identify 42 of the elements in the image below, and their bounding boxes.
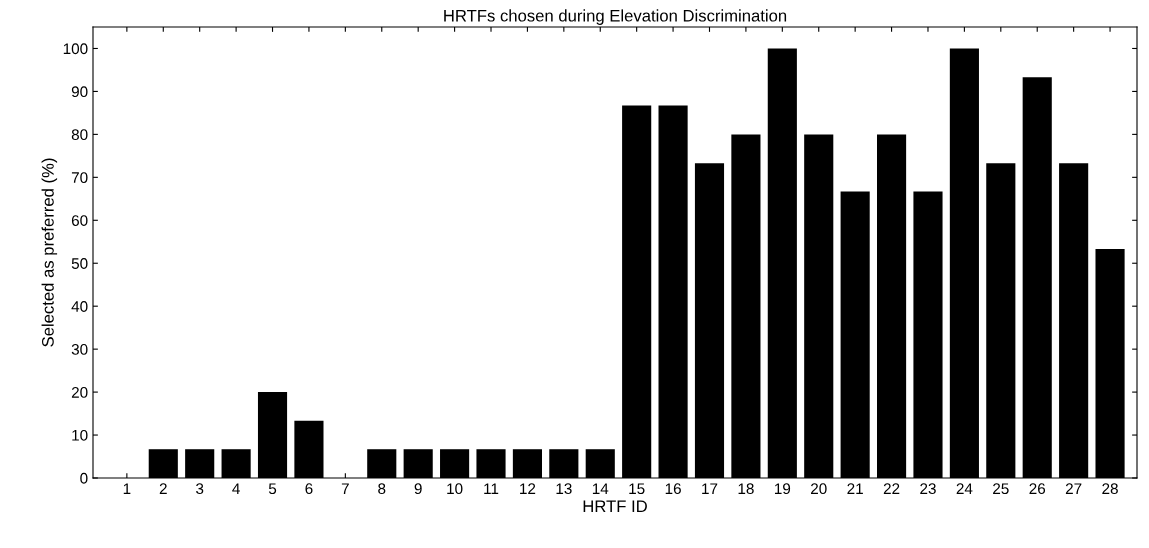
- y-tick-label: 40: [71, 301, 88, 312]
- y-tick-label: 100: [63, 43, 88, 55]
- x-tick-label: 26: [1029, 483, 1046, 495]
- x-tick-label: 28: [1102, 483, 1118, 495]
- y-tick-label: 50: [71, 258, 88, 269]
- chart-title: HRTFs chosen during Elevation Discrimination: [444, 9, 787, 25]
- x-tick-label: 3: [196, 483, 204, 495]
- y-tick-label: 30: [71, 344, 88, 355]
- x-tick-label: 6: [305, 483, 313, 495]
- x-tick-label: 8: [378, 483, 386, 495]
- x-tick-label: 9: [414, 483, 422, 495]
- x-tick-label: 17: [702, 483, 718, 494]
- y-tick-label: 0: [80, 472, 88, 484]
- x-tick-label: 1: [123, 483, 131, 494]
- x-tick-label: 2: [159, 483, 167, 494]
- x-tick-label: 10: [447, 483, 463, 495]
- y-tick-label: 10: [72, 429, 88, 441]
- y-tick-label: 70: [71, 172, 88, 184]
- x-tick-label: 19: [774, 483, 791, 495]
- x-tick-label: 7: [341, 483, 349, 494]
- x-axis-title: HRTF ID: [583, 500, 647, 512]
- y-axis-title: Selected as preferred (%): [41, 158, 58, 347]
- x-tick-label: 23: [920, 483, 936, 495]
- x-tick-label: 15: [629, 483, 645, 495]
- x-tick-label: 18: [738, 483, 754, 495]
- x-tick-label: 22: [883, 483, 900, 494]
- x-tick-label: 12: [520, 483, 536, 494]
- y-tick-label: 90: [71, 86, 88, 98]
- x-tick-label: 4: [232, 483, 240, 494]
- y-tick-label: 20: [71, 386, 88, 398]
- x-tick-label: 20: [811, 483, 827, 495]
- x-tick-label: 5: [268, 483, 277, 495]
- y-tick-label: 60: [71, 215, 88, 226]
- x-tick-label: 13: [556, 483, 572, 495]
- x-tick-label: 21: [847, 483, 863, 494]
- x-tick-label: 11: [484, 483, 499, 494]
- x-tick-label: 24: [956, 483, 973, 494]
- y-tick-label: 80: [71, 129, 88, 141]
- x-tick-label: 14: [592, 483, 609, 494]
- x-tick-label: 25: [993, 483, 1009, 495]
- x-tick-label: 16: [665, 483, 681, 495]
- x-tick-label: 27: [1065, 483, 1082, 494]
